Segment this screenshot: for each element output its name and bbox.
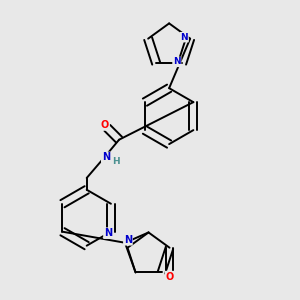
Text: N: N	[173, 57, 181, 66]
Text: H: H	[112, 157, 120, 166]
Text: N: N	[180, 33, 188, 42]
Text: O: O	[101, 120, 109, 130]
Text: N: N	[104, 228, 112, 238]
Text: N: N	[124, 235, 132, 245]
Text: O: O	[165, 272, 174, 282]
Text: N: N	[102, 152, 110, 162]
